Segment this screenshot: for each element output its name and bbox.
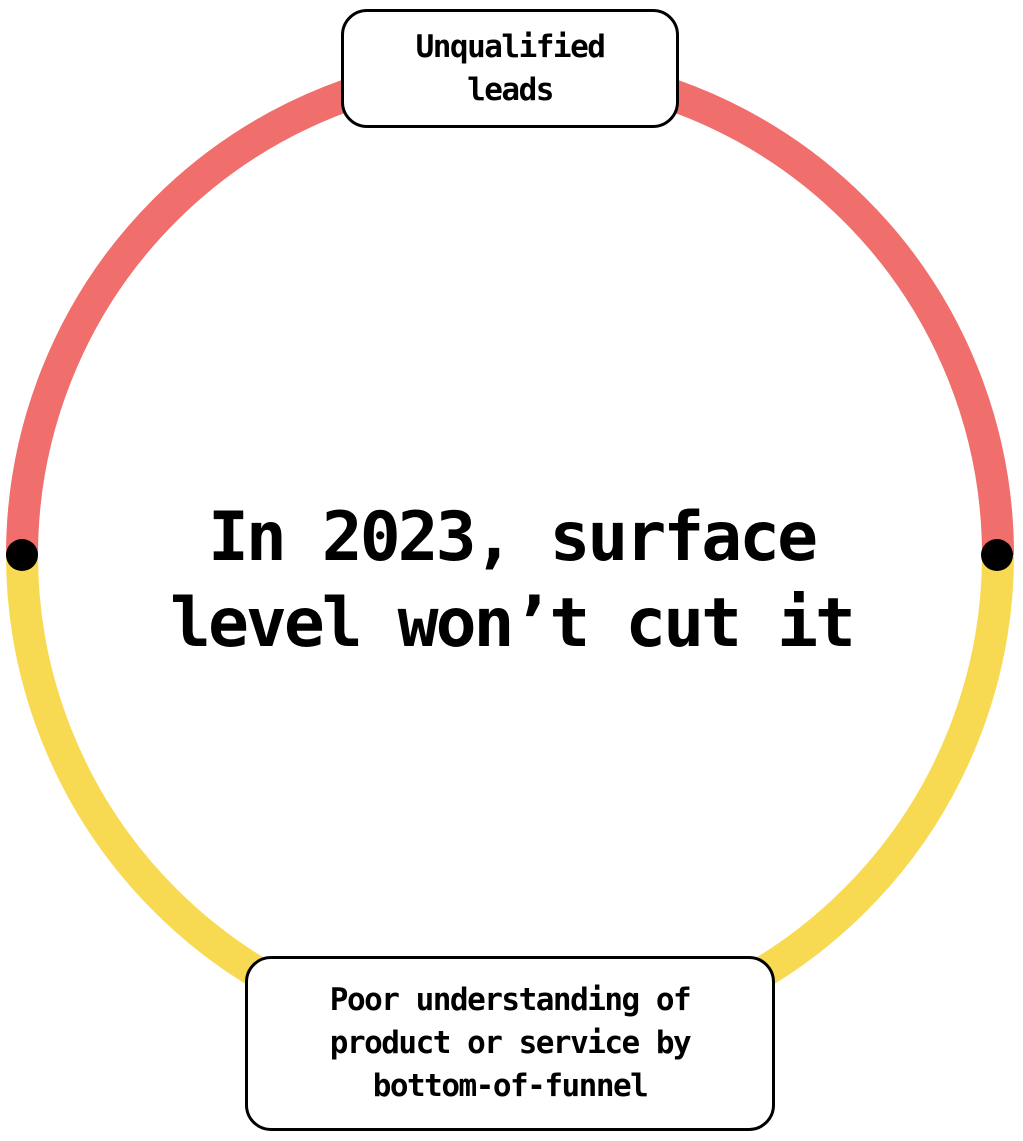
headline-line-1: In 2023, surface	[207, 498, 818, 577]
center-headline: In 2023, surface level won’t cut it	[150, 495, 873, 667]
right-divider-dot	[981, 539, 1013, 571]
top-label-box: Unqualified leads	[341, 9, 679, 128]
top-label-text: Unqualified leads	[415, 28, 606, 108]
left-divider-dot	[6, 539, 38, 571]
top-arc-segment	[6, 51, 1014, 556]
bottom-label-box: Poor understanding of product or service…	[245, 956, 775, 1131]
headline-line-2: level won’t cut it	[170, 584, 856, 663]
bottom-label-text: Poor understanding of product or service…	[329, 982, 692, 1104]
